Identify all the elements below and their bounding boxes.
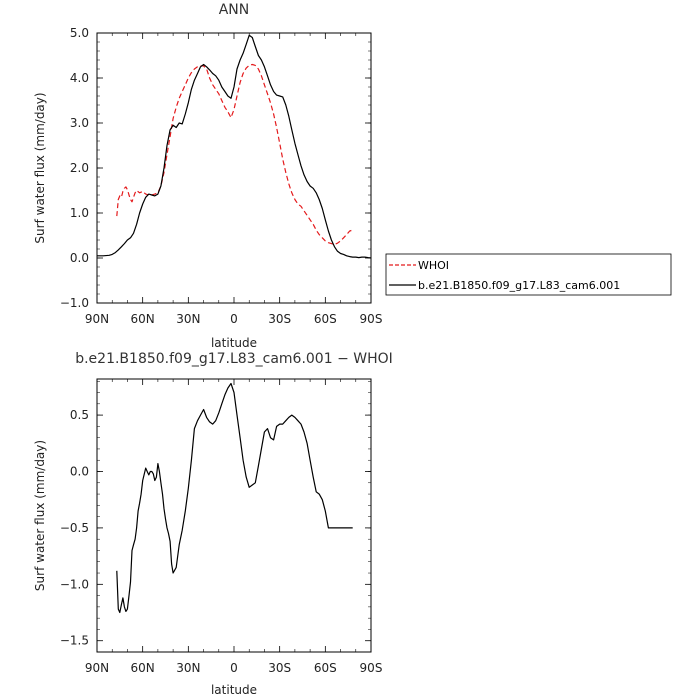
x-tick-label: 0: [230, 661, 238, 675]
y-axis-label: Surf water flux (mm/day): [33, 440, 47, 591]
x-tick-label: 30N: [176, 312, 200, 326]
series-line-1: [97, 34, 372, 259]
y-tick-label: 2.0: [70, 161, 89, 175]
y-tick-label: 0.0: [70, 465, 89, 479]
x-tick-label: 60S: [314, 312, 337, 326]
legend-box: [385, 253, 672, 296]
legend: WHOI b.e21.B1850.f09_g17.L83_cam6.001: [385, 253, 672, 296]
legend-label-model: b.e21.B1850.f09_g17.L83_cam6.001: [418, 279, 620, 292]
x-tick-label: 90N: [85, 312, 109, 326]
plot-frame: [96, 32, 372, 304]
series-line-0: [116, 382, 353, 614]
x-tick-label: 60N: [131, 661, 155, 675]
x-tick-label: 60N: [131, 312, 155, 326]
chart-title: ANN: [219, 2, 250, 18]
y-tick-label: 4.0: [70, 71, 89, 85]
y-tick-label: 3.0: [70, 116, 89, 130]
y-tick-label: −1.0: [60, 296, 89, 310]
x-tick-label: 90S: [360, 661, 383, 675]
x-tick-label: 30N: [176, 661, 200, 675]
x-axis-label: latitude: [211, 683, 257, 697]
x-tick-label: 60S: [314, 661, 337, 675]
x-axis-label: latitude: [211, 336, 257, 350]
y-tick-label: 5.0: [70, 26, 89, 40]
y-tick-label: −1.5: [60, 634, 89, 648]
x-tick-label: 90N: [85, 661, 109, 675]
chart-title: b.e21.B1850.f09_g17.L83_cam6.001 − WHOI: [75, 351, 393, 367]
x-tick-label: 90S: [360, 312, 383, 326]
y-tick-label: 0.0: [70, 251, 89, 265]
y-tick-label: −0.5: [60, 521, 89, 535]
x-tick-label: 0: [230, 312, 238, 326]
legend-label-whoi: WHOI: [418, 259, 449, 272]
panel-annual-mean: ANN 90N 60N 30N 0 30S 60S 90S −1.0 0.0 1.0 2.0 3.0 4.…: [33, 2, 382, 350]
panel-difference: b.e21.B1850.f09_g17.L83_cam6.001 − WHOI 9…: [33, 351, 393, 697]
y-axis-label: Surf water flux (mm/day): [33, 92, 47, 243]
series-line-0: [116, 63, 353, 246]
y-tick-label: 0.5: [70, 408, 89, 422]
x-tick-label: 30S: [268, 661, 291, 675]
x-tick-label: 30S: [268, 312, 291, 326]
y-tick-label: 1.0: [70, 206, 89, 220]
y-tick-label: −1.0: [60, 577, 89, 591]
